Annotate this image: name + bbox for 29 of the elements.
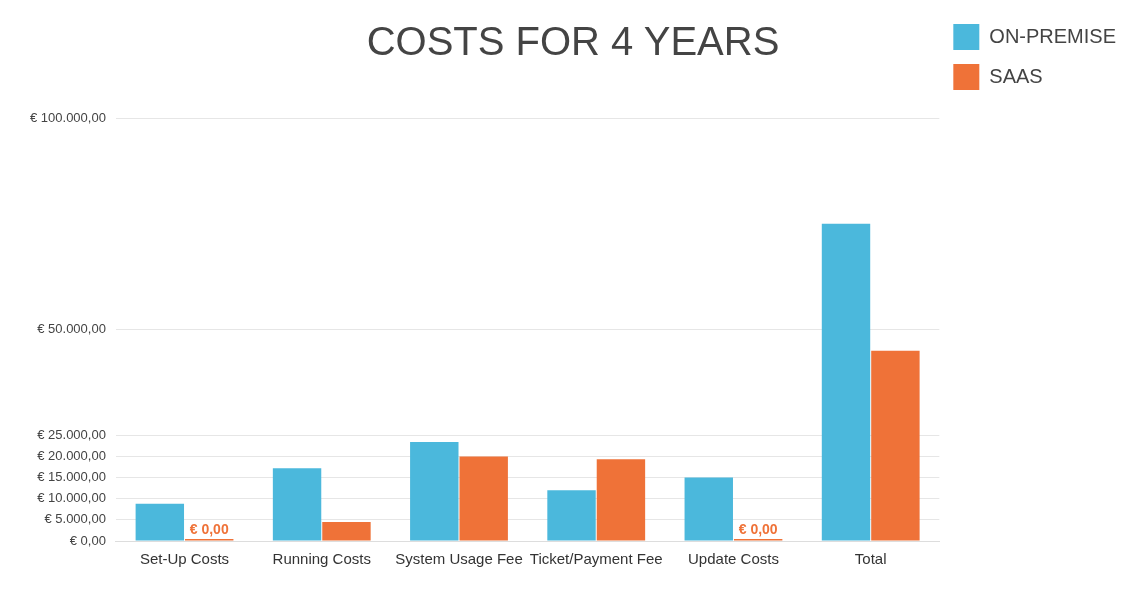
bar (871, 350, 920, 541)
y-tick-label: € 50.000,00 (37, 321, 106, 337)
x-tick-label: Total (854, 550, 887, 568)
bar (135, 503, 185, 541)
bar (459, 456, 508, 541)
data-label: € 0,00 (189, 520, 229, 537)
bar (596, 459, 646, 541)
bar (272, 468, 322, 541)
legend-label: ON-PREMISE (989, 24, 1117, 47)
chart-title: COSTS FOR 4 YEARS (366, 19, 780, 64)
y-tick-label: € 25.000,00 (37, 426, 106, 442)
y-tick-label: € 10.000,00 (37, 490, 106, 506)
data-label: € 0,00 (738, 520, 778, 537)
x-tick-label: System Usage Fee (395, 550, 523, 568)
x-tick-label: Update Costs (688, 550, 779, 568)
y-tick-label: € 5.000,00 (44, 511, 106, 527)
y-tick-label: € 15.000,00 (37, 469, 106, 485)
x-tick-label: Set-Up Costs (139, 550, 230, 568)
y-tick-label: € 20.000,00 (37, 447, 106, 463)
y-tick-label: € 100.000,00 (30, 109, 106, 125)
legend-label: SAAS (989, 64, 1043, 87)
bar (410, 442, 459, 541)
x-tick-label: Running Costs (272, 550, 371, 568)
y-tick-label: € 0,00 (69, 532, 106, 548)
bar (821, 223, 871, 541)
bar (684, 477, 733, 541)
bar (547, 490, 596, 541)
x-tick-label: Ticket/Payment Fee (529, 550, 663, 568)
bar (322, 521, 371, 541)
